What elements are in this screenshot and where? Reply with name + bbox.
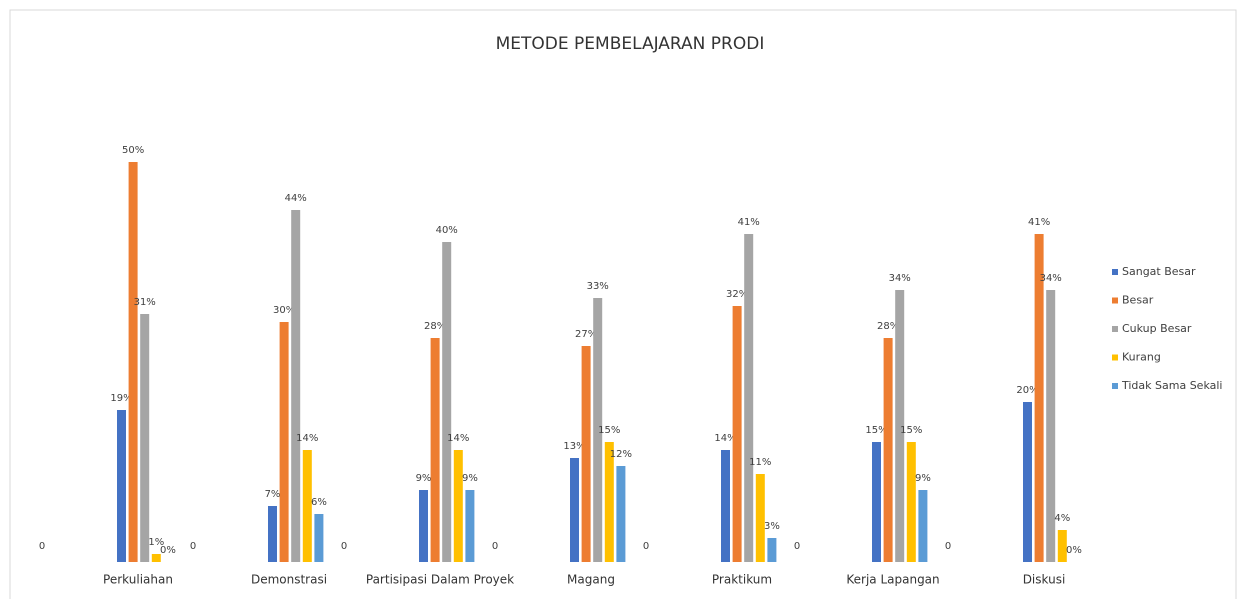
bar bbox=[883, 338, 893, 562]
bar bbox=[442, 242, 452, 562]
data-label: 15% bbox=[865, 425, 887, 436]
data-label: 19% bbox=[110, 393, 132, 404]
legend-label: Tidak Sama Sekali bbox=[1121, 379, 1222, 392]
data-label: 27% bbox=[575, 329, 597, 340]
bar bbox=[117, 410, 126, 562]
bar bbox=[744, 234, 754, 562]
chart-frame bbox=[9, 9, 1237, 599]
bar bbox=[279, 322, 289, 562]
data-label: 7% bbox=[265, 489, 281, 500]
data-label: 40% bbox=[436, 225, 458, 236]
bar bbox=[616, 466, 626, 562]
bar bbox=[1057, 530, 1067, 562]
data-label: 0 bbox=[341, 541, 347, 552]
data-label: 30% bbox=[273, 305, 295, 316]
data-label: 15% bbox=[598, 425, 620, 436]
legend-swatch bbox=[1112, 383, 1118, 389]
bar bbox=[721, 450, 730, 562]
data-label: 0 bbox=[492, 541, 498, 552]
bar bbox=[302, 450, 312, 562]
data-label: 14% bbox=[714, 433, 736, 444]
legend-swatch bbox=[1112, 297, 1118, 304]
data-label: 28% bbox=[424, 321, 446, 332]
data-label: 41% bbox=[738, 217, 760, 228]
data-label: 34% bbox=[889, 273, 911, 284]
legend-label: Kurang bbox=[1122, 351, 1161, 364]
bar bbox=[895, 290, 905, 562]
data-label: 0 bbox=[39, 541, 45, 552]
bar bbox=[732, 306, 742, 562]
bar bbox=[604, 442, 614, 562]
x-tick-label: Perkuliahan bbox=[103, 573, 173, 587]
data-label: 9% bbox=[462, 473, 478, 484]
data-label: 0% bbox=[1066, 545, 1082, 556]
data-label: 20% bbox=[1016, 385, 1038, 396]
bar bbox=[570, 458, 579, 562]
data-label: 31% bbox=[134, 297, 156, 308]
data-label: 41% bbox=[1028, 217, 1050, 228]
data-label: 28% bbox=[877, 321, 899, 332]
data-label: 44% bbox=[285, 193, 307, 204]
data-label: 1% bbox=[148, 537, 164, 548]
bar bbox=[291, 210, 301, 562]
data-label: 0 bbox=[794, 541, 800, 552]
legend-label: Cukup Besar bbox=[1122, 322, 1192, 335]
legend-swatch bbox=[1112, 269, 1118, 275]
data-label: 4% bbox=[1054, 513, 1070, 524]
bar bbox=[140, 314, 150, 562]
data-label: 14% bbox=[447, 433, 469, 444]
data-label: 32% bbox=[726, 289, 748, 300]
data-label: 15% bbox=[900, 425, 922, 436]
bar bbox=[430, 338, 440, 562]
data-label: 14% bbox=[296, 433, 318, 444]
legend-label: Sangat Besar bbox=[1122, 265, 1196, 278]
data-label: 13% bbox=[563, 441, 585, 452]
bar bbox=[268, 506, 277, 562]
data-label: 34% bbox=[1040, 273, 1062, 284]
data-label: 11% bbox=[749, 457, 771, 468]
bar bbox=[918, 490, 928, 562]
bar bbox=[465, 490, 475, 562]
bar bbox=[1023, 402, 1032, 562]
bar bbox=[1034, 234, 1044, 562]
bar bbox=[581, 346, 591, 562]
x-tick-label: Demonstrasi bbox=[251, 573, 327, 587]
legend-swatch bbox=[1112, 354, 1118, 361]
x-tick-label: Magang bbox=[567, 573, 615, 587]
x-tick-label: Partisipasi Dalam Proyek bbox=[366, 573, 514, 587]
chart-title: METODE PEMBELAJARAN PRODI bbox=[496, 34, 765, 54]
data-label: 6% bbox=[311, 497, 327, 508]
bar bbox=[128, 162, 138, 562]
bar bbox=[767, 538, 777, 562]
data-label: 33% bbox=[587, 281, 609, 292]
bar bbox=[453, 450, 463, 562]
data-label: 50% bbox=[122, 145, 144, 156]
bar bbox=[872, 442, 881, 562]
data-label: 0 bbox=[643, 541, 649, 552]
bar bbox=[906, 442, 916, 562]
bar bbox=[593, 298, 603, 562]
legend-label: Besar bbox=[1122, 294, 1154, 307]
bar bbox=[314, 514, 324, 562]
data-label: 12% bbox=[610, 449, 632, 460]
bar bbox=[419, 490, 428, 562]
bar bbox=[151, 554, 161, 562]
data-label: 0 bbox=[945, 541, 951, 552]
x-tick-label: Kerja Lapangan bbox=[846, 573, 939, 587]
data-label: 9% bbox=[416, 473, 432, 484]
data-label: 3% bbox=[764, 521, 780, 532]
data-label: 0 bbox=[190, 541, 196, 552]
x-tick-label: Praktikum bbox=[712, 573, 772, 587]
x-tick-label: Diskusi bbox=[1023, 573, 1066, 587]
legend-swatch bbox=[1112, 326, 1118, 332]
bar bbox=[1046, 290, 1056, 562]
data-label: 9% bbox=[915, 473, 931, 484]
bar bbox=[755, 474, 765, 562]
data-label: 0% bbox=[160, 545, 176, 556]
